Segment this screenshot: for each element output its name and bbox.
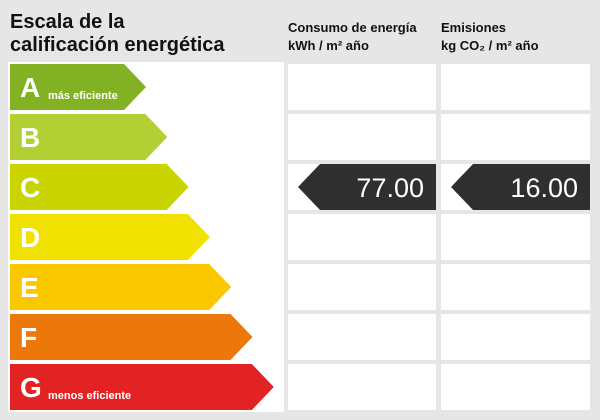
rating-arrow [10, 364, 274, 410]
rating-letter: G [20, 372, 42, 403]
cell [441, 264, 590, 310]
cell [288, 314, 436, 360]
cell [441, 314, 590, 360]
rating-letter: B [20, 122, 40, 153]
rating-arrow [10, 214, 210, 260]
column-title: Emisiones [441, 20, 506, 35]
rating-letter: F [20, 322, 37, 353]
rating-arrow [10, 264, 232, 310]
rating-letter: A [20, 72, 40, 103]
cell [441, 364, 590, 410]
column-unit: kg CO₂ / m² año [441, 38, 539, 53]
rating-arrow [10, 114, 168, 160]
value-arrow [298, 164, 436, 210]
cell [288, 64, 436, 110]
title: Escala de la [10, 11, 125, 33]
rating-arrow [10, 314, 253, 360]
rating-arrow [10, 64, 146, 110]
value-label: 77.00 [356, 173, 424, 203]
cell [288, 214, 436, 260]
cell [441, 214, 590, 260]
rating-letter: E [20, 272, 39, 303]
value-label: 16.00 [510, 173, 578, 203]
cell [288, 114, 436, 160]
rating-note: más eficiente [48, 90, 118, 102]
rating-letter: D [20, 222, 40, 253]
rating-note: menos eficiente [48, 390, 131, 402]
value-arrow [451, 164, 590, 210]
column-unit: kWh / m² año [288, 38, 369, 53]
rating-letter: C [20, 172, 40, 203]
cell [441, 114, 590, 160]
title: calificación energética [10, 34, 225, 56]
rating-arrow [10, 164, 189, 210]
cell [288, 364, 436, 410]
column-title: Consumo de energía [288, 20, 417, 35]
cell [441, 64, 590, 110]
cell [288, 264, 436, 310]
